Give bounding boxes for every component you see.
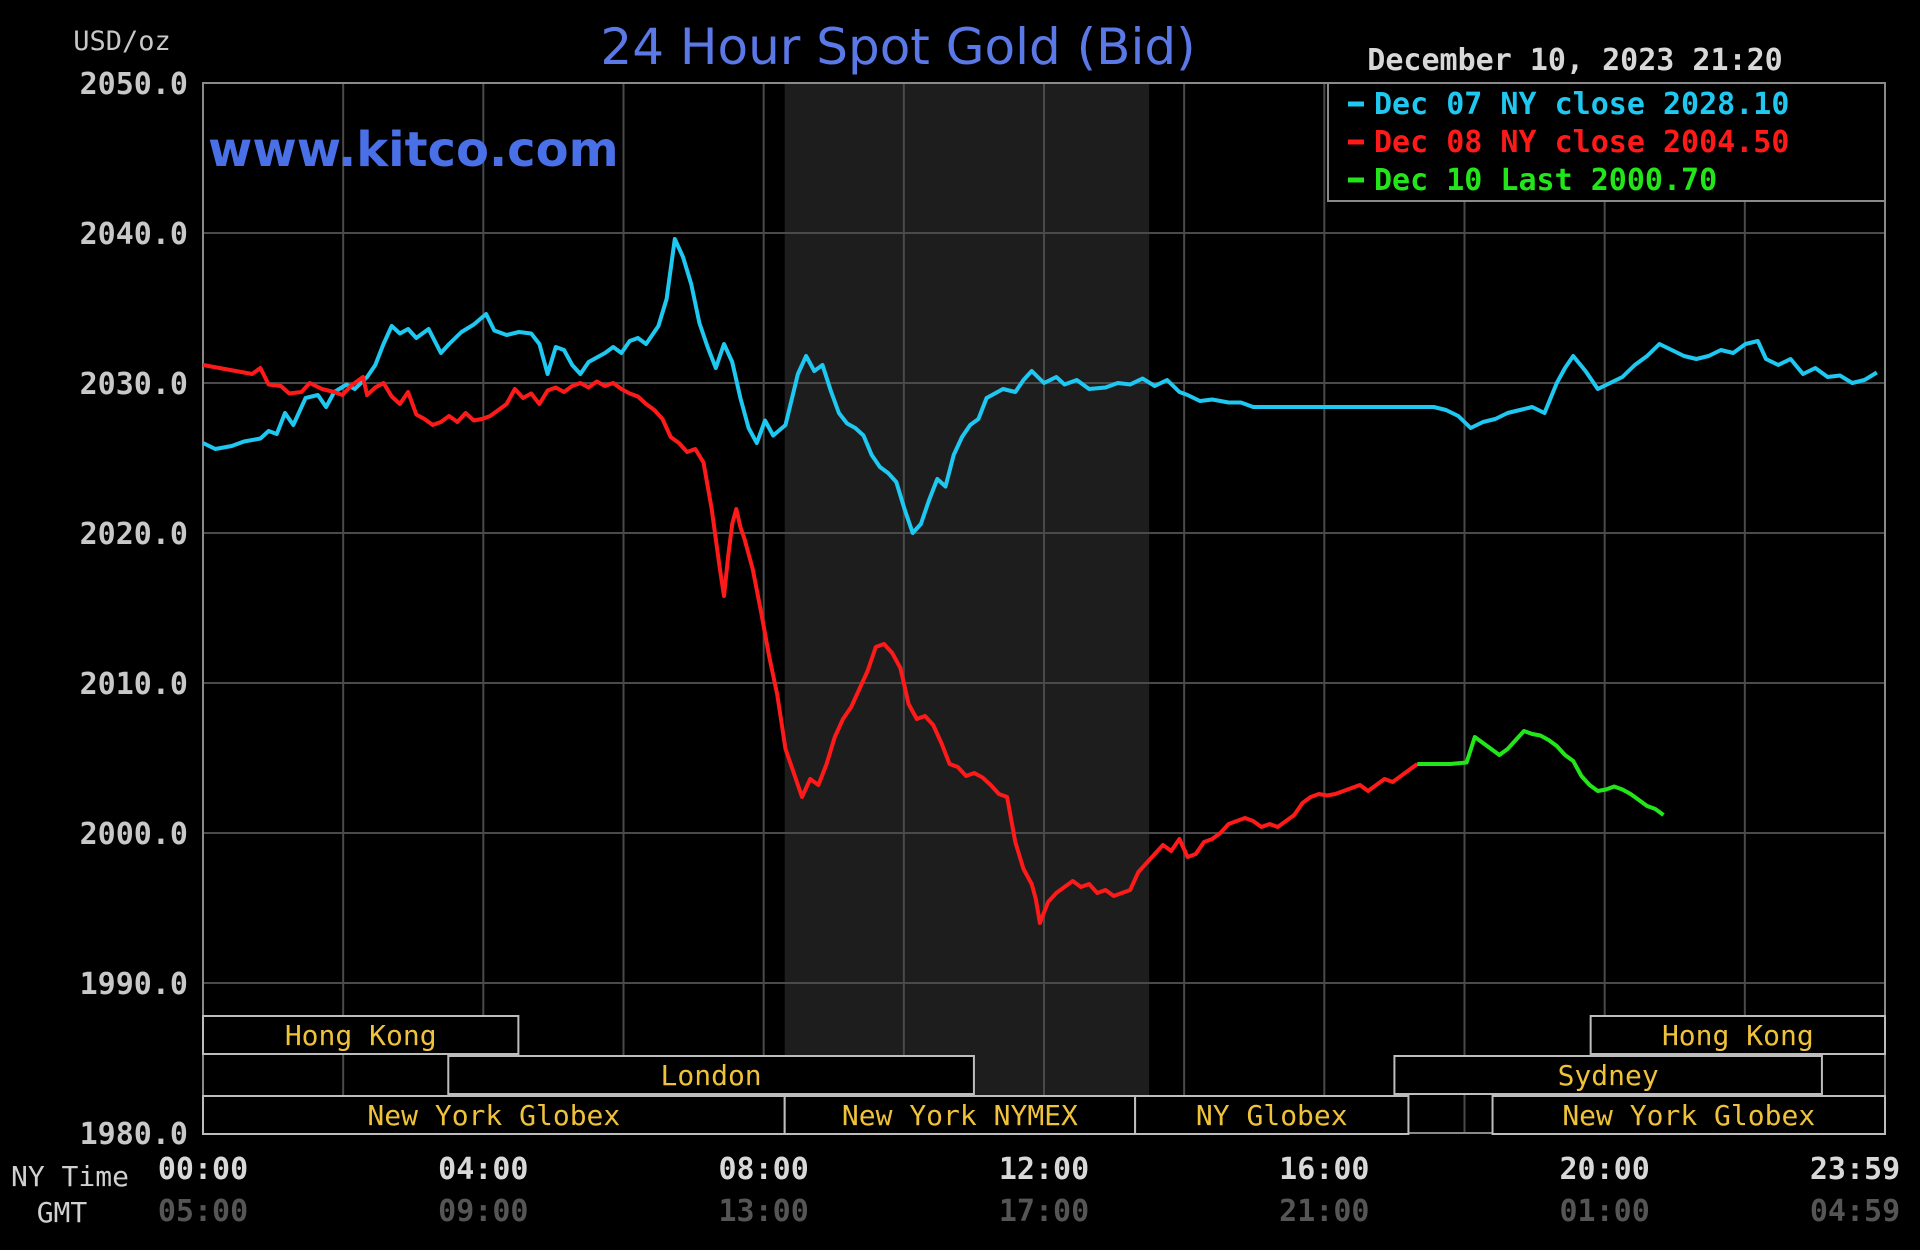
y-tick-label: 1980.0	[80, 1117, 188, 1152]
series-line	[202, 363, 1419, 925]
session-label: Hong Kong	[285, 1019, 437, 1052]
y-tick-label: 1990.0	[80, 967, 188, 1002]
x-tick-label-ny: 12:00	[999, 1152, 1089, 1187]
x-tick-label-gmt: 05:00	[158, 1194, 248, 1229]
x-axis-ticks: 00:00 05:00 04:00 09:00 08:00 13:00 12:00 17:00…	[158, 1152, 1900, 1229]
y-axis-ticks: 2050.0 2040.0 2030.0 2020.0 2010.0 2000.0 1990…	[80, 67, 188, 1152]
legend-entry: Dec 08 NY close 2004.50	[1374, 125, 1789, 160]
series-line	[1417, 729, 1665, 817]
session-label: NY Globex	[1196, 1099, 1348, 1132]
session-bar	[202, 1095, 786, 1135]
session-bar	[447, 1055, 975, 1095]
session-bar	[202, 1015, 520, 1055]
legend-entry: Dec 10 Last 2000.70	[1374, 163, 1717, 198]
shaded-session-band	[784, 83, 1150, 1133]
session-bar	[1134, 1095, 1410, 1135]
legend-entry: Dec 07 NY close 2028.10	[1374, 87, 1789, 122]
watermark-link[interactable]: www.kitco.com	[208, 122, 619, 178]
y-tick-label: 2040.0	[80, 217, 188, 252]
y-tick-label: 2030.0	[80, 367, 188, 402]
x-tick-label-ny: 04:00	[438, 1152, 528, 1187]
session-label: London	[661, 1059, 762, 1092]
chart-title: 24 Hour Spot Gold (Bid)	[600, 18, 1195, 76]
x-tick-label-ny: 08:00	[719, 1152, 809, 1187]
x-tick-label-gmt: 17:00	[999, 1194, 1089, 1229]
session-label: New York Globex	[367, 1099, 620, 1132]
session-label: New York NYMEX	[842, 1099, 1078, 1132]
session-label: Hong Kong	[1662, 1019, 1814, 1052]
x-tick-label-ny: 00:00	[158, 1152, 248, 1187]
x-tick-label-gmt: 01:00	[1560, 1194, 1650, 1229]
x-tick-label-ny: 23:59	[1810, 1152, 1900, 1187]
session-label: Sydney	[1558, 1059, 1659, 1092]
gridlines	[203, 83, 1885, 1133]
series-lines	[202, 237, 1878, 925]
y-axis-unit-label: USD/oz	[73, 26, 171, 57]
x-tick-label-gmt: 09:00	[438, 1194, 528, 1229]
y-tick-label: 2000.0	[80, 817, 188, 852]
x-tick-label-gmt: 13:00	[719, 1194, 809, 1229]
session-label: New York Globex	[1562, 1099, 1815, 1132]
series-line	[202, 237, 1878, 535]
session-bar	[1589, 1015, 1887, 1055]
market-sessions: Hong Kong London New York Globex New York N…	[202, 1015, 1887, 1135]
x-axis-label-gmt: GMT	[37, 1196, 88, 1229]
session-bar	[1491, 1095, 1886, 1135]
x-tick-label-ny: 20:00	[1560, 1152, 1650, 1187]
x-tick-label-ny: 16:00	[1279, 1152, 1369, 1187]
y-tick-label: 2010.0	[80, 667, 188, 702]
chart-timestamp: December 10, 2023 21:20	[1367, 43, 1782, 78]
x-axis-label-ny: NY Time	[11, 1160, 129, 1193]
x-tick-label-gmt: 04:59	[1810, 1194, 1900, 1229]
x-tick-label-gmt: 21:00	[1279, 1194, 1369, 1229]
y-tick-label: 2050.0	[80, 67, 188, 102]
legend-box	[1327, 82, 1886, 202]
y-tick-label: 2020.0	[80, 517, 188, 552]
session-bar	[1393, 1055, 1823, 1095]
